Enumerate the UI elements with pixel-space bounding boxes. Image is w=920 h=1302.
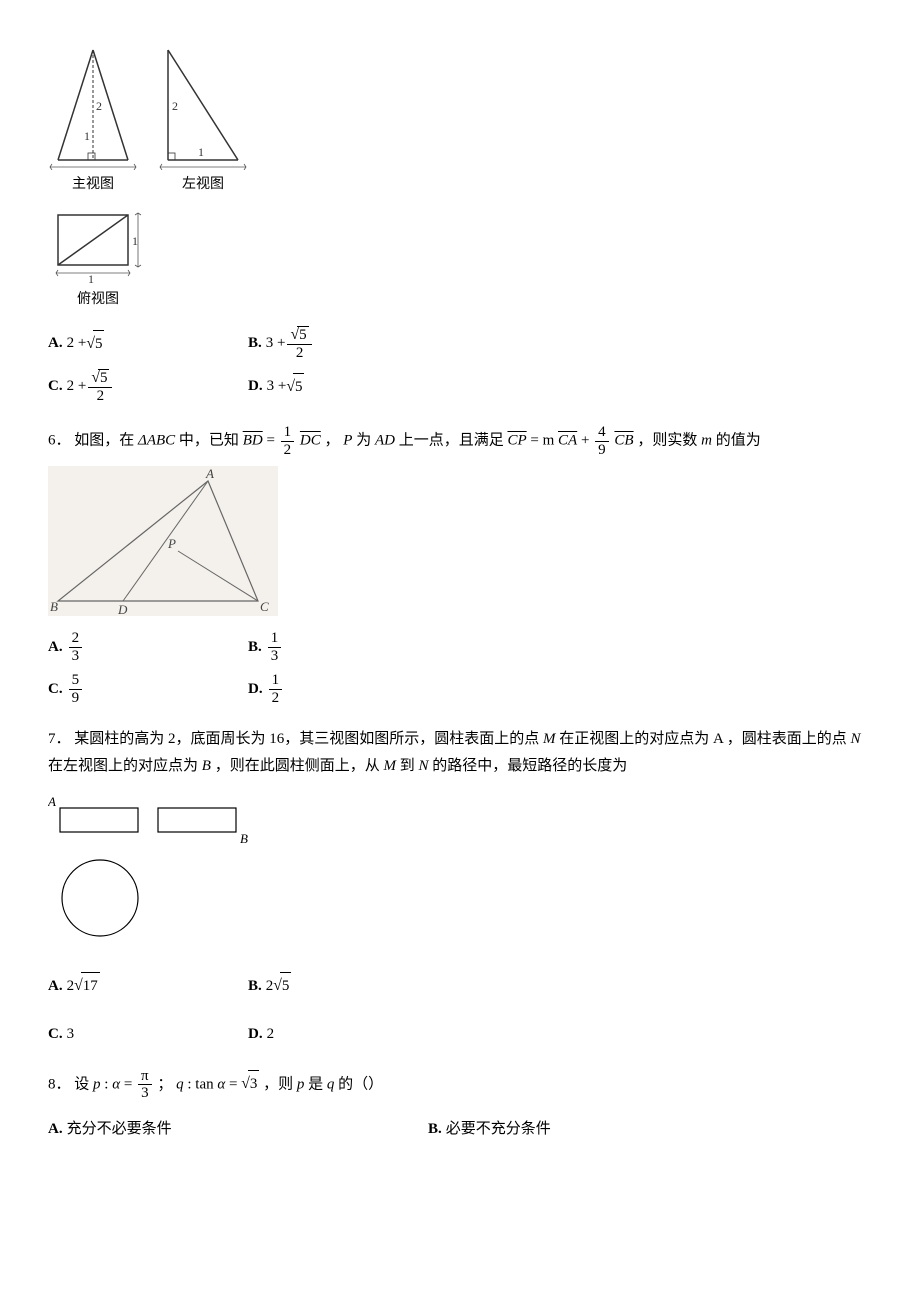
three-view-figure: 1 2 主视图 2 1 左视图 1 xyxy=(48,40,872,312)
q8-option-a: A. 充分不必要条件 xyxy=(48,1116,428,1143)
svg-text:B: B xyxy=(50,599,58,614)
top-view-caption: 俯视图 xyxy=(48,287,148,312)
svg-text:1: 1 xyxy=(84,129,90,143)
q6-text: 6． 如图，在 ΔABC 中，已知 BD = 12 DC ， P 为 AD 上一… xyxy=(48,424,872,458)
svg-text:C: C xyxy=(260,599,269,614)
q7-option-a: A. 2 √17 xyxy=(48,972,248,1000)
svg-text:1: 1 xyxy=(132,234,138,248)
svg-text:B: B xyxy=(240,831,248,846)
q8-option-b: B. 必要不充分条件 xyxy=(428,1116,808,1143)
q5-option-d: D. 3 + √5 xyxy=(248,369,448,404)
left-view-block: 2 1 左视图 xyxy=(158,40,248,197)
q5-option-b: B. 3 + √5 2 xyxy=(248,326,448,361)
q5-options: A. 2 + √5 B. 3 + √5 2 C. 2 + √5 2 D. 3 +… xyxy=(48,322,872,408)
q5-option-c: C. 2 + √5 2 xyxy=(48,369,248,404)
q5-option-a: A. 2 + √5 xyxy=(48,326,248,361)
q6-option-b: B. 13 xyxy=(248,630,448,664)
q6-option-a: A. 23 xyxy=(48,630,248,664)
q6-option-d: D. 12 xyxy=(248,672,448,706)
q7-text: 7． 某圆柱的高为 2，底面周长为 16，其三视图如图所示，圆柱表面上的点 M … xyxy=(48,726,872,780)
svg-text:1: 1 xyxy=(198,145,204,159)
left-view-caption: 左视图 xyxy=(158,172,248,197)
q7-option-d: D. 2 xyxy=(248,1021,448,1048)
svg-text:1: 1 xyxy=(88,272,94,285)
q6-option-c: C. 59 xyxy=(48,672,248,706)
svg-text:2: 2 xyxy=(96,99,102,113)
q8-text: 8． 设 p : α = π3 ； q : tan α = √3 ，则 p 是 … xyxy=(48,1068,872,1102)
q7-option-b: B. 2 √5 xyxy=(248,972,448,1000)
svg-text:D: D xyxy=(117,602,128,616)
top-view-block: 1 1 俯视图 xyxy=(48,205,148,312)
q7-option-c: C. 3 xyxy=(48,1021,248,1048)
q8-options: A. 充分不必要条件 B. 必要不充分条件 xyxy=(48,1112,872,1147)
svg-text:A: A xyxy=(205,466,214,481)
front-view-block: 1 2 主视图 xyxy=(48,40,138,197)
q7-figure: A B xyxy=(48,788,872,958)
svg-text:2: 2 xyxy=(172,99,178,113)
svg-text:P: P xyxy=(167,536,176,551)
q6-figure: A B C D P xyxy=(48,466,872,616)
front-view-caption: 主视图 xyxy=(48,172,138,197)
q7-options: A. 2 √17 B. 2 √5 C. 3 D. 2 xyxy=(48,968,872,1051)
svg-text:A: A xyxy=(48,794,56,809)
q6-options: A. 23 B. 13 C. 59 D. 12 xyxy=(48,626,872,710)
